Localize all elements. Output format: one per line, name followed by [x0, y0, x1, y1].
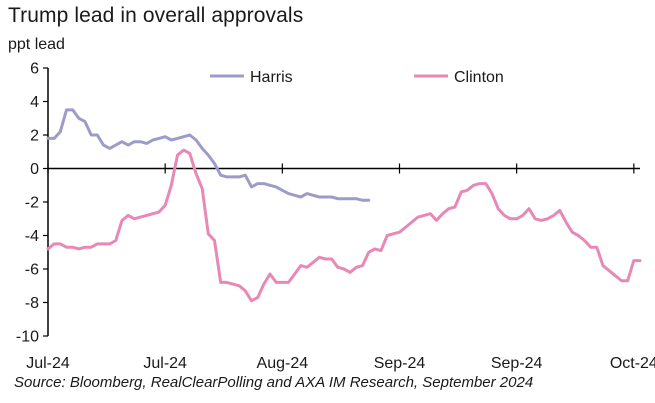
series-line-harris — [46, 108, 371, 202]
y-tick-label: -10 — [16, 329, 39, 346]
legend-label-clinton: Clinton — [454, 69, 504, 86]
y-axis-label: ppt lead — [8, 36, 65, 53]
legend-label-harris: Harris — [250, 69, 293, 86]
series-line-clinton — [46, 148, 642, 303]
y-tick-label: 4 — [30, 94, 39, 111]
y-tick-label: -8 — [25, 295, 39, 312]
y-tick-label: 0 — [30, 161, 39, 178]
x-tick-label: Sep-24 — [374, 355, 426, 372]
chart-title: Trump lead in overall approvals — [8, 4, 304, 27]
x-tick-label: Jul-24 — [26, 355, 70, 372]
source-note: Source: Bloomberg, RealClearPolling and … — [14, 374, 534, 391]
x-tick-label: Oct-24 — [610, 355, 655, 372]
x-tick-label: Jul-24 — [143, 355, 187, 372]
y-tick-label: -4 — [25, 228, 39, 245]
y-tick-label: 2 — [30, 128, 39, 145]
x-tick-label: Aug-24 — [257, 355, 309, 372]
y-tick-label: 6 — [30, 61, 39, 78]
y-tick-label: -6 — [25, 262, 39, 279]
x-tick-label: Sep-24 — [491, 355, 543, 372]
y-tick-label: -2 — [25, 195, 39, 212]
